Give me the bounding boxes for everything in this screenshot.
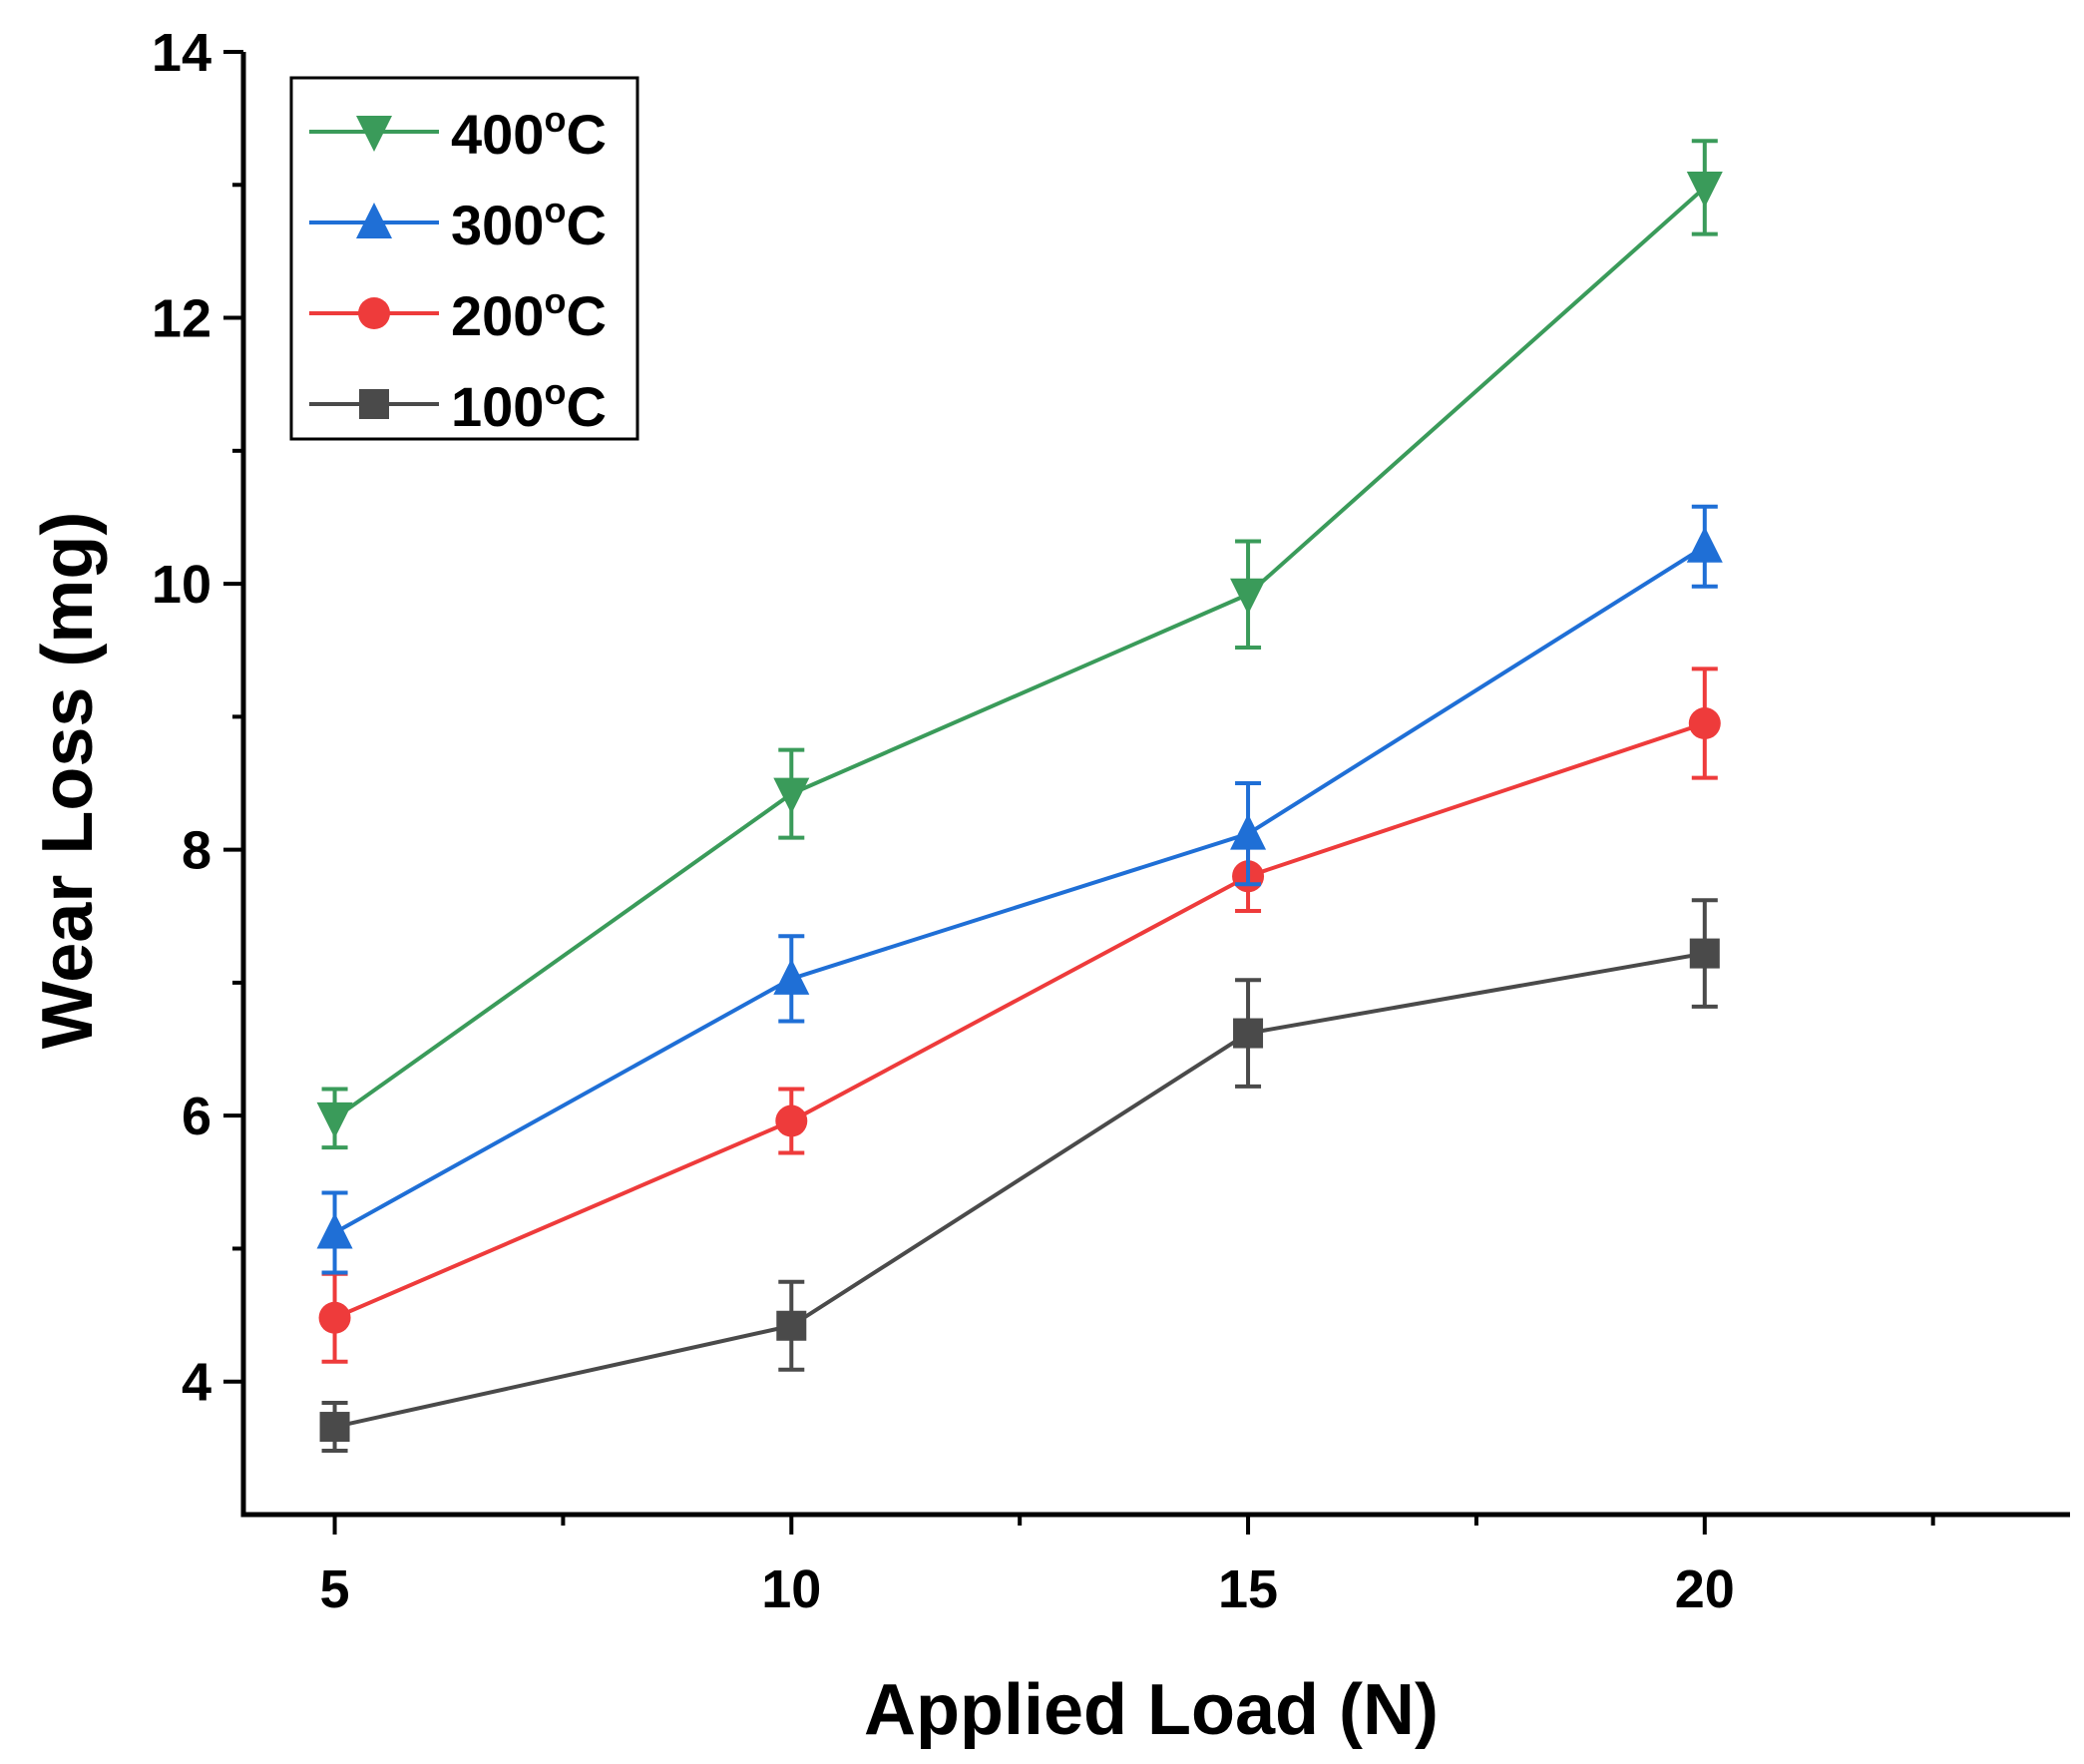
series-100C (319, 898, 1720, 1454)
legend-marker (359, 389, 389, 419)
legend-entry: 100oC (309, 371, 607, 438)
legend-label-value: 400 (451, 103, 544, 166)
legend-box (289, 76, 639, 441)
legend-marker (356, 116, 392, 152)
series-200C (318, 666, 1721, 1364)
y-tick-label: 8 (182, 821, 211, 881)
x-tick-label: 5 (320, 1559, 350, 1619)
y-tick-label: 4 (182, 1353, 211, 1413)
legend-label-unit: C (566, 194, 606, 256)
data-point (775, 1104, 808, 1137)
legend-label-value: 200 (451, 284, 544, 347)
series-line (333, 721, 1706, 1320)
axes: 4 6 8 10 12 14 5 10 15 20 (152, 23, 2070, 1619)
x-tick-label: 20 (1675, 1559, 1735, 1619)
legend-entry: 400oC (309, 99, 607, 166)
legend-label-value: 300 (451, 194, 544, 256)
data-point (318, 1301, 351, 1334)
legend-label-degree: o (544, 280, 566, 321)
data-point (1686, 526, 1723, 563)
y-tick-label: 6 (182, 1087, 211, 1146)
series-layer (316, 139, 1723, 1454)
x-axis-title: Applied Load (N) (864, 1670, 1439, 1750)
legend-entry: 200oC (309, 280, 607, 347)
x-tick-label: 10 (761, 1559, 821, 1619)
legend-marker (356, 203, 392, 238)
series-400C (316, 139, 1723, 1150)
legend-label-unit: C (566, 375, 606, 438)
series-line (333, 545, 1706, 1235)
legend-label: 300oC (451, 190, 607, 256)
legend-marker (358, 297, 390, 329)
legend-label-value: 100 (451, 375, 544, 438)
data-point (1689, 938, 1720, 969)
y-axis-title: Wear Loss (mg) (28, 512, 108, 1050)
series-line (334, 951, 1706, 1429)
data-point (1230, 578, 1267, 615)
data-point (773, 777, 810, 814)
data-point (776, 1310, 807, 1341)
data-point (316, 1102, 353, 1138)
y-tick-label: 12 (152, 289, 211, 349)
y-tick-label: 10 (152, 555, 211, 615)
series-line (333, 186, 1707, 1120)
legend-label: 200oC (451, 280, 607, 347)
legend-label-degree: o (544, 371, 566, 412)
x-tick-label: 15 (1218, 1559, 1278, 1619)
legend-entry: 300oC (309, 190, 607, 256)
data-point (319, 1412, 350, 1443)
data-point (773, 958, 810, 995)
legend-label-unit: C (566, 103, 606, 166)
legend-label: 100oC (451, 371, 607, 438)
data-point (1688, 707, 1721, 740)
legend-label-unit: C (566, 284, 606, 347)
legend-label: 400oC (451, 99, 607, 166)
data-point (1233, 1018, 1264, 1049)
data-point (1686, 171, 1723, 208)
y-tick-label: 14 (152, 23, 211, 83)
data-point (316, 1212, 353, 1249)
legend-label-degree: o (544, 190, 566, 230)
series-300C (316, 504, 1723, 1275)
legend-label-degree: o (544, 99, 566, 140)
data-point (1230, 813, 1267, 850)
